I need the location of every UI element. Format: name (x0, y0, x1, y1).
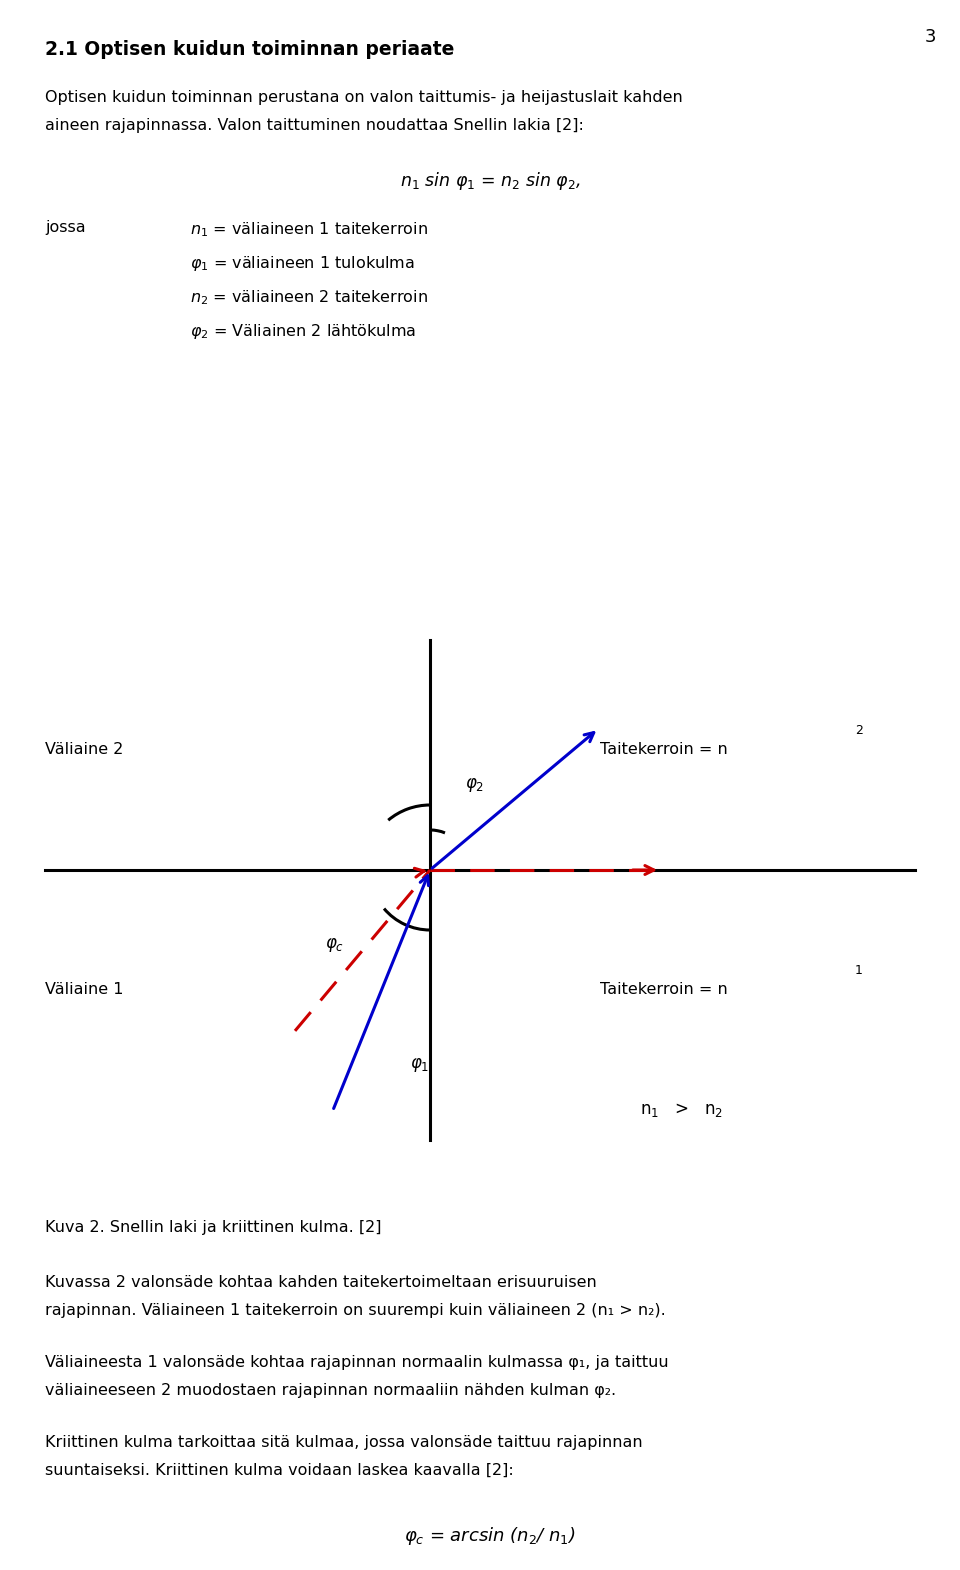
Text: Taitekerroin = n: Taitekerroin = n (600, 983, 728, 997)
Text: suuntaiseksi. Kriittinen kulma voidaan laskea kaavalla [2]:: suuntaiseksi. Kriittinen kulma voidaan l… (45, 1463, 514, 1477)
Text: Kriittinen kulma tarkoittaa sitä kulmaa, jossa valonsäde taittuu rajapinnan: Kriittinen kulma tarkoittaa sitä kulmaa,… (45, 1435, 642, 1451)
Text: $n_1$ sin $\varphi_1$ = $n_2$ sin $\varphi_2$,: $n_1$ sin $\varphi_1$ = $n_2$ sin $\varp… (399, 170, 581, 192)
Text: $\varphi_2$ = Väliainen 2 lähtökulma: $\varphi_2$ = Väliainen 2 lähtökulma (190, 322, 417, 341)
Text: $\varphi_2$: $\varphi_2$ (465, 776, 484, 794)
Text: $\varphi_1$: $\varphi_1$ (410, 1057, 429, 1074)
Text: Taitekerroin = n: Taitekerroin = n (600, 743, 728, 757)
Text: Optisen kuidun toiminnan perustana on valon taittumis- ja heijastuslait kahden: Optisen kuidun toiminnan perustana on va… (45, 89, 683, 105)
Text: aineen rajapinnassa. Valon taittuminen noudattaa Snellin lakia [2]:: aineen rajapinnassa. Valon taittuminen n… (45, 118, 584, 133)
Text: $n_2$ = väliaineen 2 taitekerroin: $n_2$ = väliaineen 2 taitekerroin (190, 287, 428, 306)
Text: Väliaine 1: Väliaine 1 (45, 983, 124, 997)
Text: n$_1$   >   n$_2$: n$_1$ > n$_2$ (640, 1101, 723, 1119)
Text: $\varphi_c$ = arcsin ($n_2$/ $n_1$): $\varphi_c$ = arcsin ($n_2$/ $n_1$) (404, 1524, 576, 1546)
Text: $\varphi_1$ = väliaineen 1 tulokulma: $\varphi_1$ = väliaineen 1 tulokulma (190, 254, 415, 273)
Text: 2: 2 (855, 724, 863, 736)
Text: Väliaineesta 1 valonsäde kohtaa rajapinnan normaalin kulmassa φ₁, ja taittuu: Väliaineesta 1 valonsäde kohtaa rajapinn… (45, 1355, 668, 1371)
Text: $\varphi_c$: $\varphi_c$ (325, 936, 345, 955)
Text: Kuva 2. Snellin laki ja kriittinen kulma. [2]: Kuva 2. Snellin laki ja kriittinen kulma… (45, 1220, 381, 1236)
Text: Väliaine 2: Väliaine 2 (45, 743, 124, 757)
Text: $n_1$ = väliaineen 1 taitekerroin: $n_1$ = väliaineen 1 taitekerroin (190, 220, 428, 239)
Text: rajapinnan. Väliaineen 1 taitekerroin on suurempi kuin väliaineen 2 (n₁ > n₂).: rajapinnan. Väliaineen 1 taitekerroin on… (45, 1303, 665, 1317)
Text: väliaineeseen 2 muodostaen rajapinnan normaaliin nähden kulman φ₂.: väliaineeseen 2 muodostaen rajapinnan no… (45, 1383, 616, 1397)
Text: 3: 3 (924, 28, 936, 46)
Text: jossa: jossa (45, 220, 85, 235)
Text: Kuvassa 2 valonsäde kohtaa kahden taitekertoimeltaan erisuuruisen: Kuvassa 2 valonsäde kohtaa kahden taitek… (45, 1275, 597, 1291)
Text: 1: 1 (855, 964, 863, 977)
Text: 2.1 Optisen kuidun toiminnan periaate: 2.1 Optisen kuidun toiminnan periaate (45, 39, 454, 60)
